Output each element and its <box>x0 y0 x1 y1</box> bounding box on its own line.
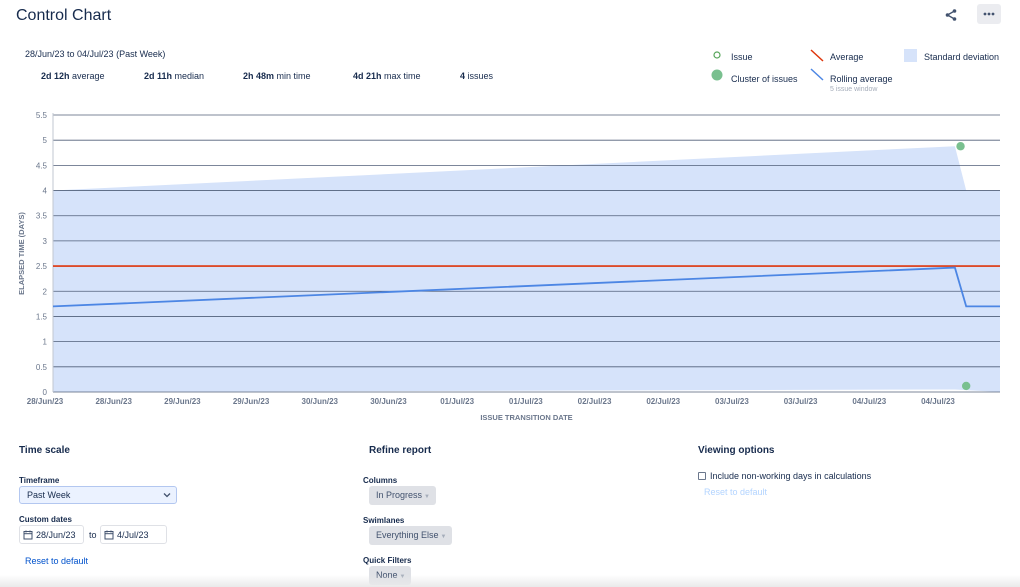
page-header: Control Chart <box>0 0 1020 34</box>
time-scale-reset-link[interactable]: Reset to default <box>25 556 89 566</box>
legend-rolling-window: 5 issue window <box>830 86 878 93</box>
x-tick-label: 02/Jul/23 <box>578 397 612 406</box>
date-to-value: 4/Jul/23 <box>117 530 149 540</box>
x-tick-label: 01/Jul/23 <box>509 397 543 406</box>
date-from-input[interactable]: 28/Jun/23 <box>19 525 84 544</box>
stat-max-time: 4d 21h max time <box>353 71 421 81</box>
viewing-options-title: Viewing options <box>698 445 775 456</box>
x-tick-label: 03/Jul/23 <box>715 397 749 406</box>
legend-average: Average <box>830 52 864 62</box>
date-range-summary: 28/Jun/23 to 04/Jul/23 (Past Week) <box>25 49 166 59</box>
stddev-legend-swatch <box>904 49 917 62</box>
chevron-down-icon <box>163 493 171 498</box>
y-tick-label: 3 <box>43 237 48 246</box>
stat-issues: 4 issues <box>460 71 494 81</box>
x-tick-label: 28/Jun/23 <box>27 397 64 406</box>
y-tick-label: 1.5 <box>36 312 48 321</box>
issue-cluster-point <box>961 381 971 391</box>
timeframe-label: Timeframe <box>19 476 60 485</box>
page-title: Control Chart <box>16 7 112 24</box>
swimlanes-value: Everything Else <box>376 530 439 540</box>
custom-dates-label: Custom dates <box>19 515 72 524</box>
y-tick-label: 1 <box>43 338 48 347</box>
legend-standard-deviation: Standard deviation <box>924 52 1000 62</box>
x-tick-label: 30/Jun/23 <box>370 397 407 406</box>
stddev-band <box>53 146 1000 392</box>
x-tick-label: 29/Jun/23 <box>164 397 201 406</box>
swimlanes-label: Swimlanes <box>363 516 405 525</box>
y-tick-label: 2.5 <box>36 262 48 271</box>
x-tick-label: 28/Jun/23 <box>95 397 132 406</box>
more-icon <box>983 12 995 16</box>
caret-down-icon: ▼ <box>440 534 447 540</box>
y-tick-label: 3.5 <box>36 212 48 221</box>
x-axis-title: ISSUE TRANSITION DATE <box>480 413 572 422</box>
average-legend-icon <box>810 49 824 62</box>
x-tick-label: 04/Jul/23 <box>852 397 886 406</box>
more-actions-button[interactable] <box>977 4 1001 24</box>
x-tick-label: 03/Jul/23 <box>784 397 818 406</box>
legend-rolling-average: Rolling average <box>830 74 893 84</box>
y-tick-label: 5.5 <box>36 111 48 120</box>
timeframe-select[interactable]: Past Week <box>19 486 177 504</box>
refine-report-title: Refine report <box>369 445 432 456</box>
stat-median: 2d 11h median <box>144 71 205 81</box>
calendar-icon <box>23 530 33 540</box>
legend-issue: Issue <box>731 52 753 62</box>
y-tick-label: 0 <box>43 388 48 397</box>
columns-value: In Progress <box>376 490 423 500</box>
viewing-options-reset-link: Reset to default <box>704 487 768 497</box>
y-tick-label: 5 <box>43 136 48 145</box>
swimlanes-dropdown[interactable]: Everything Else ▼ <box>369 526 453 545</box>
x-tick-label: 30/Jun/23 <box>302 397 339 406</box>
timeframe-value: Past Week <box>27 490 71 500</box>
non-working-days-checkbox[interactable] <box>698 472 706 480</box>
share-button[interactable] <box>938 4 964 26</box>
control-chart[interactable]: 0 0.5 1 1.5 2 2.5 3 3.5 4 4.5 5 5.5 28/Jun/23 28/Jun/… <box>0 100 1010 426</box>
columns-dropdown[interactable]: In Progress ▼ <box>369 486 436 505</box>
x-tick-label: 02/Jul/23 <box>646 397 680 406</box>
issue-cluster-point <box>956 142 965 151</box>
x-tick-label: 29/Jun/23 <box>233 397 270 406</box>
y-tick-label: 4 <box>43 187 48 196</box>
issue-legend-icon <box>713 51 721 59</box>
share-icon <box>945 9 957 21</box>
non-working-days-label: Include non-working days in calculations <box>710 471 872 481</box>
calendar-icon <box>104 530 114 540</box>
x-tick-label: 01/Jul/23 <box>440 397 474 406</box>
cluster-legend-icon <box>711 69 723 81</box>
rolling-average-legend-icon <box>810 68 824 81</box>
stat-average: 2d 12h average <box>41 71 105 81</box>
y-tick-label: 4.5 <box>36 161 48 170</box>
columns-label: Columns <box>363 476 398 485</box>
date-from-value: 28/Jun/23 <box>36 530 76 540</box>
bottom-fade <box>0 575 1020 587</box>
date-to-separator: to <box>89 530 97 540</box>
quick-filters-label: Quick Filters <box>363 556 412 565</box>
date-to-input[interactable]: 4/Jul/23 <box>100 525 167 544</box>
x-tick-label: 04/Jul/23 <box>921 397 955 406</box>
y-axis-title: ELAPSED TIME (DAYS) <box>17 212 26 295</box>
legend-cluster: Cluster of issues <box>731 74 798 84</box>
y-tick-label: 2 <box>43 287 48 296</box>
caret-down-icon: ▼ <box>424 494 430 500</box>
rolling-average-line <box>52 266 1000 308</box>
y-tick-label: 0.5 <box>36 363 48 372</box>
stat-min-time: 2h 48m min time <box>243 71 311 81</box>
time-scale-title: Time scale <box>19 445 70 456</box>
